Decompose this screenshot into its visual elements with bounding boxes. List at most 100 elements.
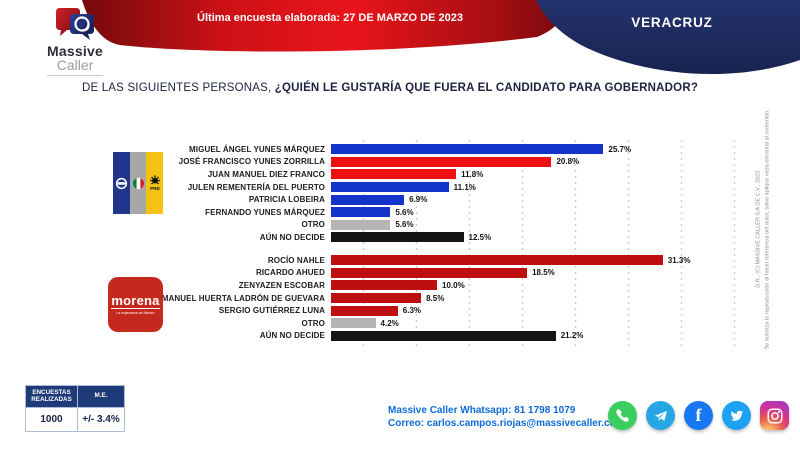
bar-row: OTRO 4.2% <box>0 317 785 330</box>
surveys-header: ENCUESTAS REALIZADAS <box>26 386 78 407</box>
bar-label: ZENYAZEN ESCOBAR <box>238 280 325 290</box>
bar <box>331 232 464 243</box>
bar <box>331 156 552 167</box>
bar <box>331 219 391 230</box>
bar <box>331 293 422 304</box>
page-title: DE LAS SIGUIENTES PERSONAS, ¿QUIÉN LE GU… <box>0 82 780 94</box>
bar-value: 12.5% <box>468 232 492 242</box>
bar-track: 6.3% <box>331 305 785 316</box>
bar-value: 25.7% <box>608 144 632 154</box>
bar-row: MIGUEL ÁNGEL YUNES MÁRQUEZ 25.7% <box>0 143 785 156</box>
bar-track: 4.2% <box>331 318 785 329</box>
bar-row: SERGIO GUTIÉRREZ LUNA 6.3% <box>0 304 785 317</box>
margin-error-header: M.E. <box>78 386 124 407</box>
bar-track: 10.0% <box>331 280 785 291</box>
bar-label: SERGIO GUTIÉRREZ LUNA <box>218 306 325 316</box>
whatsapp-link[interactable] <box>608 401 637 430</box>
bar-row: RICARDO AHUED 18.5% <box>0 267 785 280</box>
bar-track: 8.5% <box>331 293 785 304</box>
surveys-value: 1000 <box>26 406 78 431</box>
banner-date-text: Última encuesta elaborada: 27 DE MARZO D… <box>197 11 463 24</box>
bar <box>331 255 663 266</box>
bar-row: AÚN NO DECIDE 12.5% <box>0 231 785 244</box>
bar-value: 8.5% <box>426 293 445 303</box>
social-links: f <box>608 401 789 430</box>
bar-value: 31.3% <box>667 255 691 265</box>
bar <box>331 169 457 180</box>
copyright-line2: Se autoriza la reproducción al hacer ref… <box>765 109 771 350</box>
bar-label: MANUEL HUERTA LADRÓN DE GUEVARA <box>161 293 325 303</box>
chart-morena: ROCÍO NAHLE 31.3% RICARDO AHUED 18.5% ZENYAZ… <box>0 254 785 342</box>
bar-row: MANUEL HUERTA LADRÓN DE GUEVARA 8.5% <box>0 292 785 305</box>
instagram-icon <box>767 408 782 423</box>
contact-info: Massive Caller Whatsapp: 81 1798 1079 Co… <box>388 405 625 430</box>
bar-value: 11.8% <box>461 169 484 179</box>
bar-track: 21.2% <box>331 330 785 341</box>
morena-tagline: La esperanza de México <box>116 310 155 315</box>
bar <box>331 144 604 155</box>
twitter-link[interactable] <box>722 401 751 430</box>
bar-row: FERNANDO YUNES MÁRQUEZ 5.6% <box>0 206 785 219</box>
facebook-icon: f <box>695 405 702 425</box>
bar-track: 11.8% <box>331 169 785 180</box>
instagram-link[interactable] <box>760 401 789 430</box>
bar-value: 5.6% <box>395 220 414 230</box>
bar-value: 6.9% <box>409 195 428 205</box>
coalition-logo-pan-pri-prd: PRD <box>113 152 164 214</box>
bar-label: PATRICIA LOBEIRA <box>248 195 325 205</box>
bar-track: 18.5% <box>331 267 785 278</box>
bar-label: JUAN MANUEL DIEZ FRANCO <box>207 169 325 179</box>
logo-divider <box>47 74 103 76</box>
bar-value: 6.3% <box>402 306 421 316</box>
bar-value: 10.0% <box>442 280 465 290</box>
bar-value: 5.6% <box>395 207 414 217</box>
bar-label: MIGUEL ÁNGEL YUNES MÁRQUEZ <box>189 144 325 154</box>
bar-label: JULEN REMENTERÍA DEL PUERTO <box>187 182 325 192</box>
bar <box>331 267 528 278</box>
pan-stripe <box>113 152 130 214</box>
bar-row: JULEN REMENTERÍA DEL PUERTO 11.1% <box>0 181 785 194</box>
chat-bubbles-icon <box>56 8 94 40</box>
bar <box>331 182 449 193</box>
telegram-link[interactable] <box>646 401 675 430</box>
bar-track: 11.1% <box>331 182 785 193</box>
twitter-icon <box>730 410 744 421</box>
prd-icon: PRD <box>150 175 160 191</box>
telegram-icon <box>654 410 667 421</box>
facebook-link[interactable]: f <box>684 401 713 430</box>
logo-text-massive: Massive <box>47 43 103 59</box>
bar-label: FERNANDO YUNES MÁRQUEZ <box>205 207 325 217</box>
bar-value: 11.1% <box>453 182 476 192</box>
blue-ribbon <box>536 0 800 75</box>
copyright-line1: D.R., (C) MASSIVE CALLER S.A DE C.V., 20… <box>755 170 762 288</box>
bar-track: 5.6% <box>331 219 785 230</box>
bar <box>331 207 391 218</box>
page-title-bold: ¿QUIÉN LE GUSTARÍA QUE FUERA EL CANDIDAT… <box>274 82 699 94</box>
morena-logo: morena La esperanza de México <box>108 277 163 332</box>
contact-whatsapp-line: Massive Caller Whatsapp: 81 1798 1079 <box>388 405 576 416</box>
bar <box>331 330 556 341</box>
bar-row: JOSÉ FRANCISCO YUNES ZORRILLA 20.8% <box>0 156 785 169</box>
bar <box>331 305 398 316</box>
margin-error-value: +/- 3.4% <box>78 406 124 431</box>
bar-track: 25.7% <box>331 144 785 155</box>
bar-track: 6.9% <box>331 194 785 205</box>
bar-value: 4.2% <box>380 318 399 328</box>
bar-label: OTRO <box>301 318 325 328</box>
bar-row: JUAN MANUEL DIEZ FRANCO 11.8% <box>0 168 785 181</box>
pri-icon <box>132 177 144 189</box>
bar <box>331 318 376 329</box>
pri-stripe <box>129 152 147 214</box>
pan-icon <box>115 177 127 189</box>
bar-label: OTRO <box>301 220 325 230</box>
bar-label: RICARDO AHUED <box>255 268 325 278</box>
bar <box>331 280 437 291</box>
region-label: VERACRUZ <box>631 15 712 30</box>
morena-wordmark: morena <box>111 293 160 310</box>
svg-text:PRD: PRD <box>150 186 160 191</box>
bar-value: 21.2% <box>560 331 584 341</box>
bar-row: ROCÍO NAHLE 31.3% <box>0 254 785 267</box>
bar-value: 20.8% <box>556 157 580 167</box>
chart-pan-pri-prd: MIGUEL ÁNGEL YUNES MÁRQUEZ 25.7% JOSÉ FRAN… <box>0 143 785 244</box>
